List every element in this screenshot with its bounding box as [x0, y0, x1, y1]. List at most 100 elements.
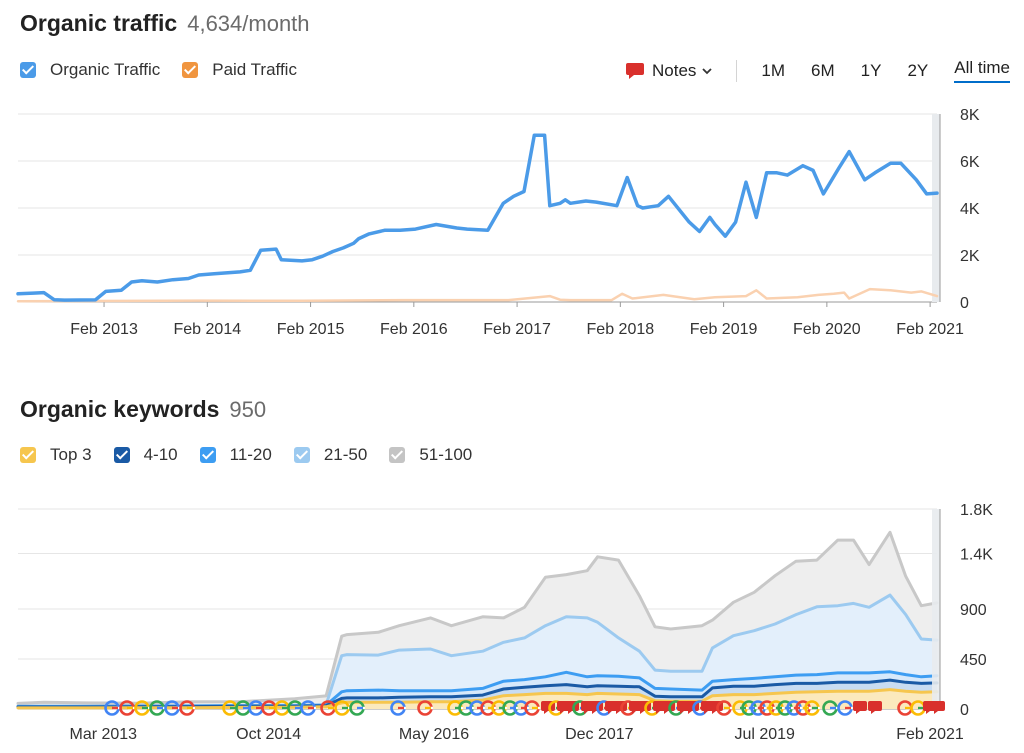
google-update-icon	[804, 700, 820, 716]
y-tick-label: 450	[960, 652, 987, 669]
g-bar	[172, 706, 178, 710]
legend-11-20[interactable]: 11-20	[199, 445, 272, 465]
checkbox-icon[interactable]	[182, 62, 199, 78]
g-bar	[142, 706, 148, 710]
chevron-down-icon	[702, 67, 713, 74]
notes-button[interactable]: Notes	[624, 60, 713, 82]
x-tick-label: Mar 2013	[69, 726, 137, 743]
note-bubble	[868, 701, 882, 714]
google-update-icon	[300, 700, 316, 716]
google-update-icon	[822, 700, 838, 716]
line-top-3	[16, 688, 939, 710]
checkbox-icon[interactable]	[293, 447, 310, 463]
g-bar	[812, 706, 818, 710]
checkbox-icon[interactable]	[20, 447, 36, 463]
legend-label: Top 3	[50, 445, 92, 464]
g-bar	[357, 706, 363, 710]
x-tick-label: Feb 2017	[483, 321, 551, 338]
g-bar	[398, 706, 404, 710]
notes-label: Notes	[652, 60, 697, 80]
g-bar	[187, 706, 193, 710]
checkbox-icon[interactable]	[113, 447, 130, 463]
x-tick-label: Oct 2014	[236, 726, 301, 743]
legend-paid-traffic[interactable]: Paid Traffic	[182, 60, 297, 80]
google-update-icon	[134, 700, 150, 716]
x-tick-label: May 2016	[399, 726, 469, 743]
y-tick-label: 0	[960, 702, 969, 719]
google-update-icon	[417, 700, 433, 716]
g-bar	[477, 706, 483, 710]
checkbox-icon[interactable]	[199, 447, 216, 463]
legend-51-100[interactable]: 51-100	[389, 445, 472, 465]
y-tick-label: 1.4K	[960, 546, 993, 563]
legend-4-10[interactable]: 4-10	[113, 445, 178, 465]
x-tick-label: Jul 2019	[734, 726, 795, 743]
y-tick-label: 8K	[960, 107, 980, 124]
traffic-title: Organic traffic	[20, 10, 178, 36]
period-1y[interactable]: 1Y	[860, 60, 882, 80]
legend-top-3[interactable]: Top 3	[20, 445, 92, 465]
g-bar	[510, 706, 516, 710]
update-markers	[104, 700, 945, 716]
period-1m[interactable]: 1M	[761, 60, 786, 80]
x-tick-label: Feb 2019	[690, 321, 758, 338]
legend-organic-traffic[interactable]: Organic Traffic	[20, 60, 160, 80]
x-tick-label: Feb 2021	[896, 726, 964, 743]
organic-traffic-chart[interactable]: 0 2K 4K 6K 8K Feb 2013 Feb 2014 Feb 2015 Feb 201…	[0, 100, 1024, 340]
google-update-icon	[390, 700, 406, 716]
google-update-icon	[837, 700, 853, 716]
note-bubble	[853, 701, 867, 714]
paid-traffic-line	[16, 287, 939, 303]
divider	[736, 59, 738, 82]
organic-traffic-line	[16, 133, 939, 302]
period-controls: Notes 1M 6M 1Y 2Y All time	[624, 58, 1010, 83]
g-bar	[157, 706, 163, 710]
g-bar	[342, 706, 348, 710]
period-6m[interactable]: 6M	[811, 60, 835, 80]
g-bar	[455, 706, 461, 710]
google-update-icon	[149, 700, 165, 716]
legend-label: 4-10	[143, 445, 178, 464]
legend-label: 21-50	[323, 445, 368, 464]
area-21-50	[18, 595, 937, 707]
checkbox-icon[interactable]	[20, 62, 36, 78]
traffic-legend: Organic Traffic Paid Traffic	[20, 60, 319, 80]
speech-bubble-icon	[626, 62, 644, 79]
period-all-time[interactable]: All time	[954, 58, 1010, 83]
x-tick-label: Dec 2017	[565, 726, 634, 743]
g-bar	[499, 706, 505, 710]
line-51-100	[16, 530, 939, 705]
organic-keywords-chart[interactable]: 0 450 900 1.4K 1.8K Mar 2013 Oct 2014 May 2016 D…	[0, 493, 1024, 753]
traffic-header: Organic traffic 4,634/month	[20, 10, 310, 37]
g-bar	[845, 706, 851, 710]
legend-21-50[interactable]: 21-50	[293, 445, 368, 465]
google-update-icon	[179, 700, 195, 716]
google-update-icon	[349, 700, 365, 716]
chart-edge-band	[932, 509, 940, 709]
g-bar	[308, 706, 314, 710]
g-bar	[488, 706, 494, 710]
y-tick-label: 6K	[960, 154, 980, 171]
google-update-icon	[716, 700, 732, 716]
google-update-icon	[119, 700, 135, 716]
g-bar	[724, 706, 730, 710]
note-bubble	[931, 701, 945, 714]
keywords-header: Organic keywords 950	[20, 396, 266, 423]
checkbox-icon[interactable]	[389, 447, 406, 463]
y-tick-label: 0	[960, 295, 969, 312]
g-bar	[521, 706, 527, 710]
g-bar	[425, 706, 431, 710]
keywords-subtitle: 950	[229, 397, 267, 422]
note-marker-icon	[931, 701, 945, 714]
g-bar	[918, 706, 924, 710]
google-update-icon	[334, 700, 350, 716]
period-2y[interactable]: 2Y	[907, 60, 929, 80]
y-tick-label: 900	[960, 602, 987, 619]
y-tick-label: 1.8K	[960, 502, 993, 519]
chart-edge-band	[932, 114, 940, 302]
legend-label: Organic Traffic	[50, 60, 161, 79]
keywords-legend: Top 3 4-10 11-20 21-50 51-100	[20, 445, 494, 465]
g-bar	[328, 706, 334, 710]
g-bar	[127, 706, 133, 710]
traffic-subtitle: 4,634/month	[187, 11, 310, 36]
